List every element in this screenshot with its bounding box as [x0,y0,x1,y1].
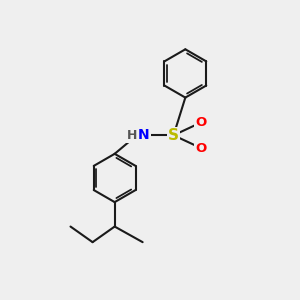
Text: S: S [168,128,179,143]
Text: N: N [138,128,150,142]
Text: O: O [195,142,207,155]
Text: O: O [195,116,207,128]
Text: H: H [126,129,137,142]
